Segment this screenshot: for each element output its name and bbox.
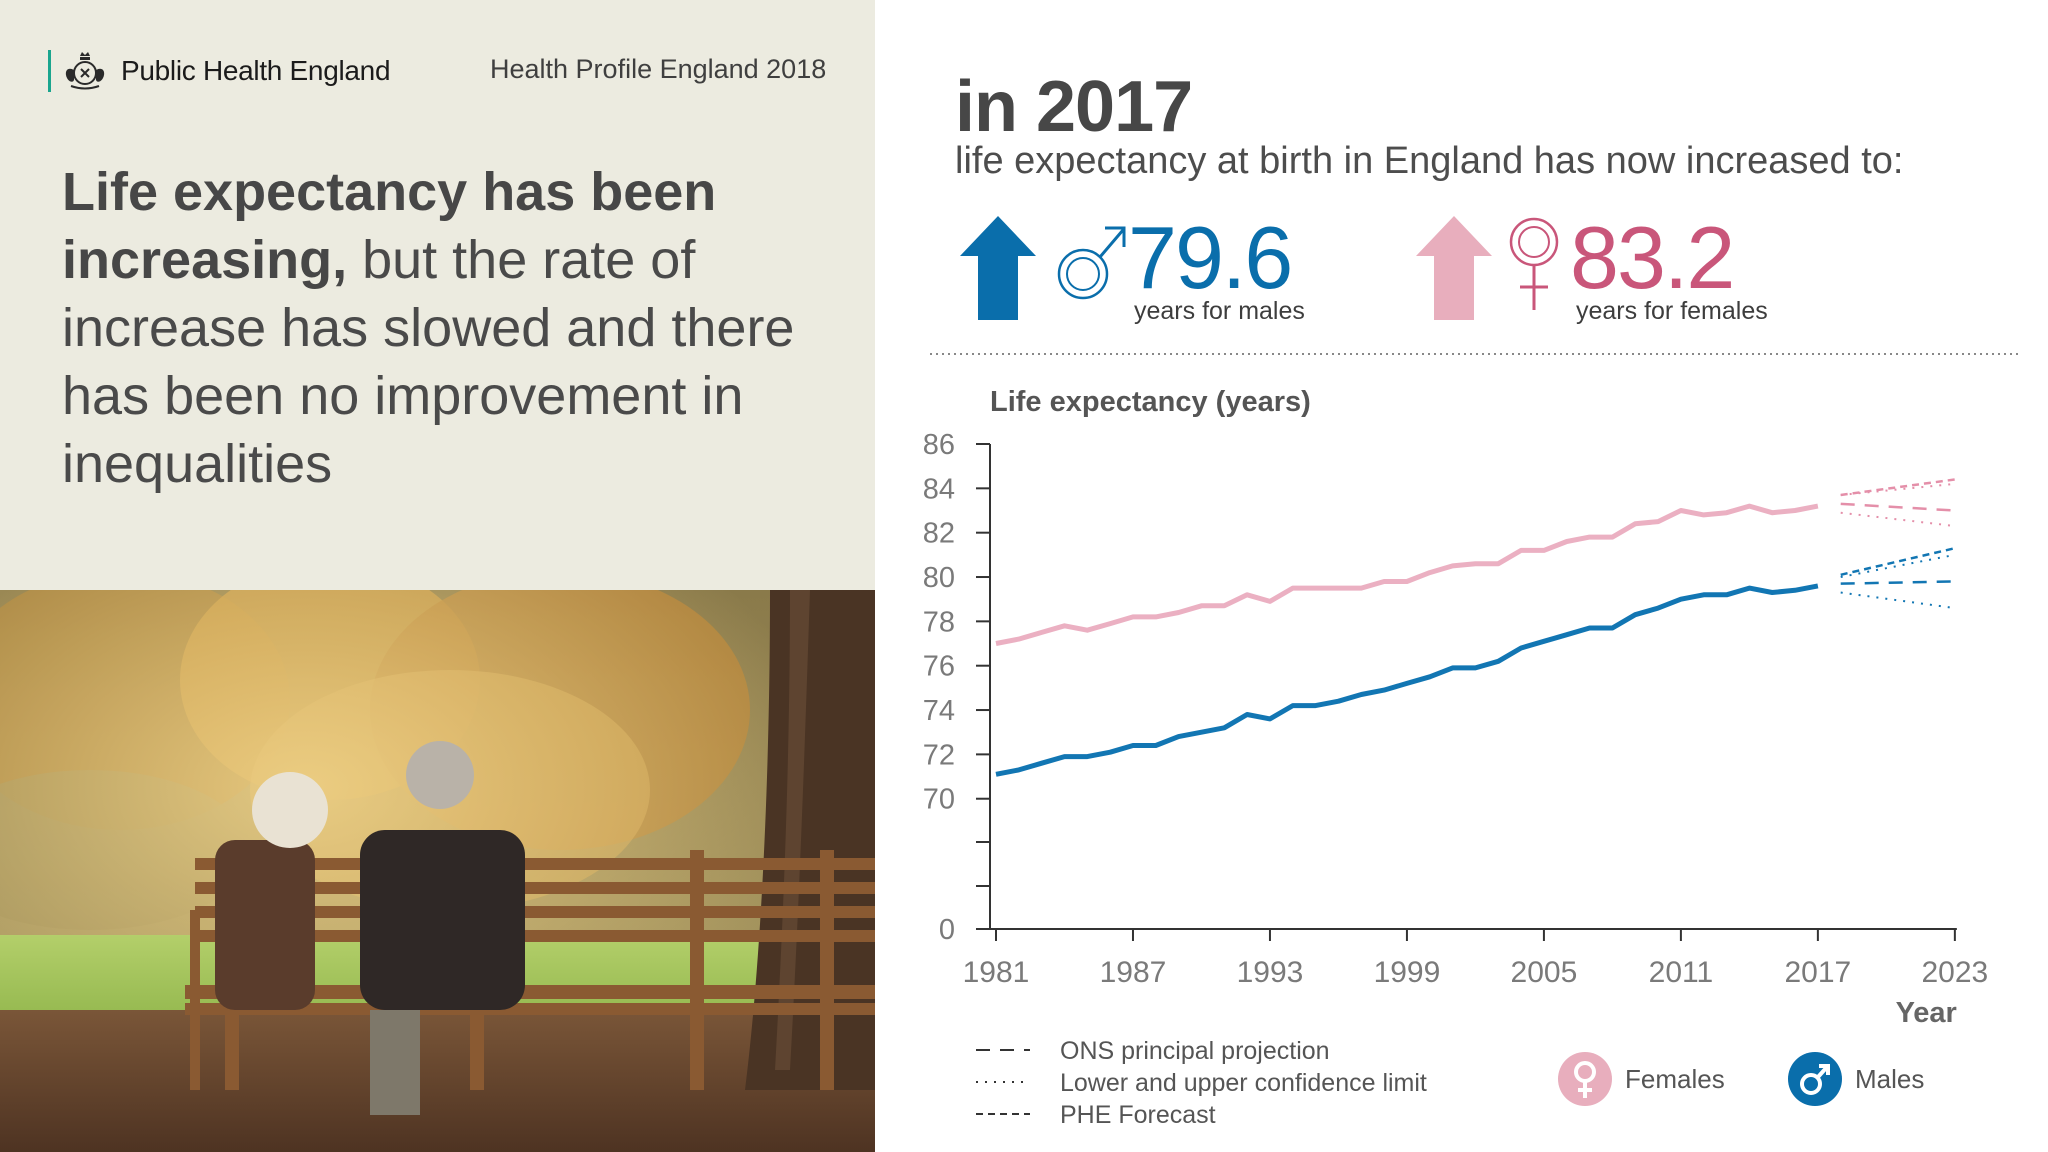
- royal-crest-icon: [65, 52, 105, 90]
- brand-name: Public Health England: [121, 55, 391, 86]
- y-tick-label: 76: [923, 651, 955, 683]
- legend-style-label: ONS principal projection: [1060, 1037, 1330, 1065]
- y-tick-label: 70: [923, 784, 955, 816]
- legend-series-label: Females: [1625, 1064, 1725, 1094]
- up-arrow-female-icon: [1416, 216, 1492, 320]
- y-tick-label: 80: [923, 562, 955, 594]
- man: [360, 741, 525, 1115]
- male-symbol-icon: [1057, 226, 1126, 300]
- x-tick-label: 1999: [1374, 956, 1441, 989]
- projection-females-phe: [1840, 478, 1956, 497]
- intro-panel: Public Health England Health Profile Eng…: [0, 0, 875, 590]
- x-tick-label: 1993: [1237, 956, 1304, 989]
- y-tick-label: 72: [923, 739, 955, 771]
- woman: [215, 772, 328, 1010]
- y-tick-label: 84: [923, 473, 955, 505]
- stat-subtitle: life expectancy at birth in England has …: [955, 140, 1904, 182]
- legend-series-label: Males: [1855, 1064, 1924, 1094]
- projection-males-ons: [1840, 580, 1955, 585]
- report-title: Health Profile England 2018: [490, 54, 827, 84]
- up-arrow-male-icon: [960, 216, 1036, 320]
- y-tick-label: 82: [923, 518, 955, 550]
- series-line-males: [995, 583, 1819, 777]
- legend-males-badge: [1788, 1052, 1842, 1106]
- projection-males-ci-upper: [1840, 553, 1956, 579]
- stat-year: in 2017: [955, 67, 1193, 147]
- x-axis-title: Year: [1896, 997, 1957, 1029]
- projection-males-phe: [1840, 546, 1956, 577]
- male-life-expectancy: 79.6: [1128, 208, 1293, 307]
- y-tick-label: 74: [923, 695, 955, 727]
- stats-divider: [930, 353, 2020, 355]
- x-tick-label: 1981: [963, 956, 1030, 989]
- y-tick-label: 78: [923, 606, 955, 638]
- couple-on-bench-photo: [0, 590, 875, 1152]
- x-tick-label: 2011: [1649, 956, 1714, 989]
- legend-style-label: Lower and upper confidence limit: [1060, 1069, 1427, 1097]
- headline-bold: Life expectancy has been increasing,: [62, 162, 717, 290]
- headline: Life expectancy has been increasing, but…: [62, 158, 862, 498]
- female-life-expectancy: 83.2: [1570, 208, 1735, 307]
- x-tick-label: 2023: [1921, 956, 1988, 989]
- projection-females-ons: [1840, 502, 1955, 512]
- female-symbol-icon: [1509, 217, 1559, 310]
- male-caption: years for males: [1134, 297, 1305, 325]
- male-symbol-icon: [1816, 1065, 1829, 1079]
- projection-males-ci-lower: [1840, 591, 1955, 610]
- projection-females-ci-upper: [1840, 482, 1955, 496]
- headline-rest: but the rate of increase has slowed and …: [62, 230, 795, 494]
- projection-females-ci-lower: [1840, 511, 1955, 528]
- x-tick-label: 1987: [1100, 956, 1167, 989]
- legend-style-label: PHE Forecast: [1060, 1101, 1216, 1129]
- brand-logo[interactable]: Public Health England: [48, 50, 391, 92]
- x-tick-label: 2005: [1511, 956, 1578, 989]
- female-caption: years for females: [1576, 297, 1768, 325]
- x-tick-label: 2017: [1785, 956, 1852, 989]
- brand-accent-bar: [48, 50, 51, 92]
- male-symbol-icon: [1819, 1064, 1830, 1075]
- male-symbol-icon: [1800, 1073, 1822, 1095]
- y-tick-label: 86: [923, 429, 955, 461]
- y-axis-title: Life expectancy (years): [990, 386, 1311, 418]
- y-tick-label: 0: [939, 914, 955, 946]
- series-line-females: [995, 503, 1819, 646]
